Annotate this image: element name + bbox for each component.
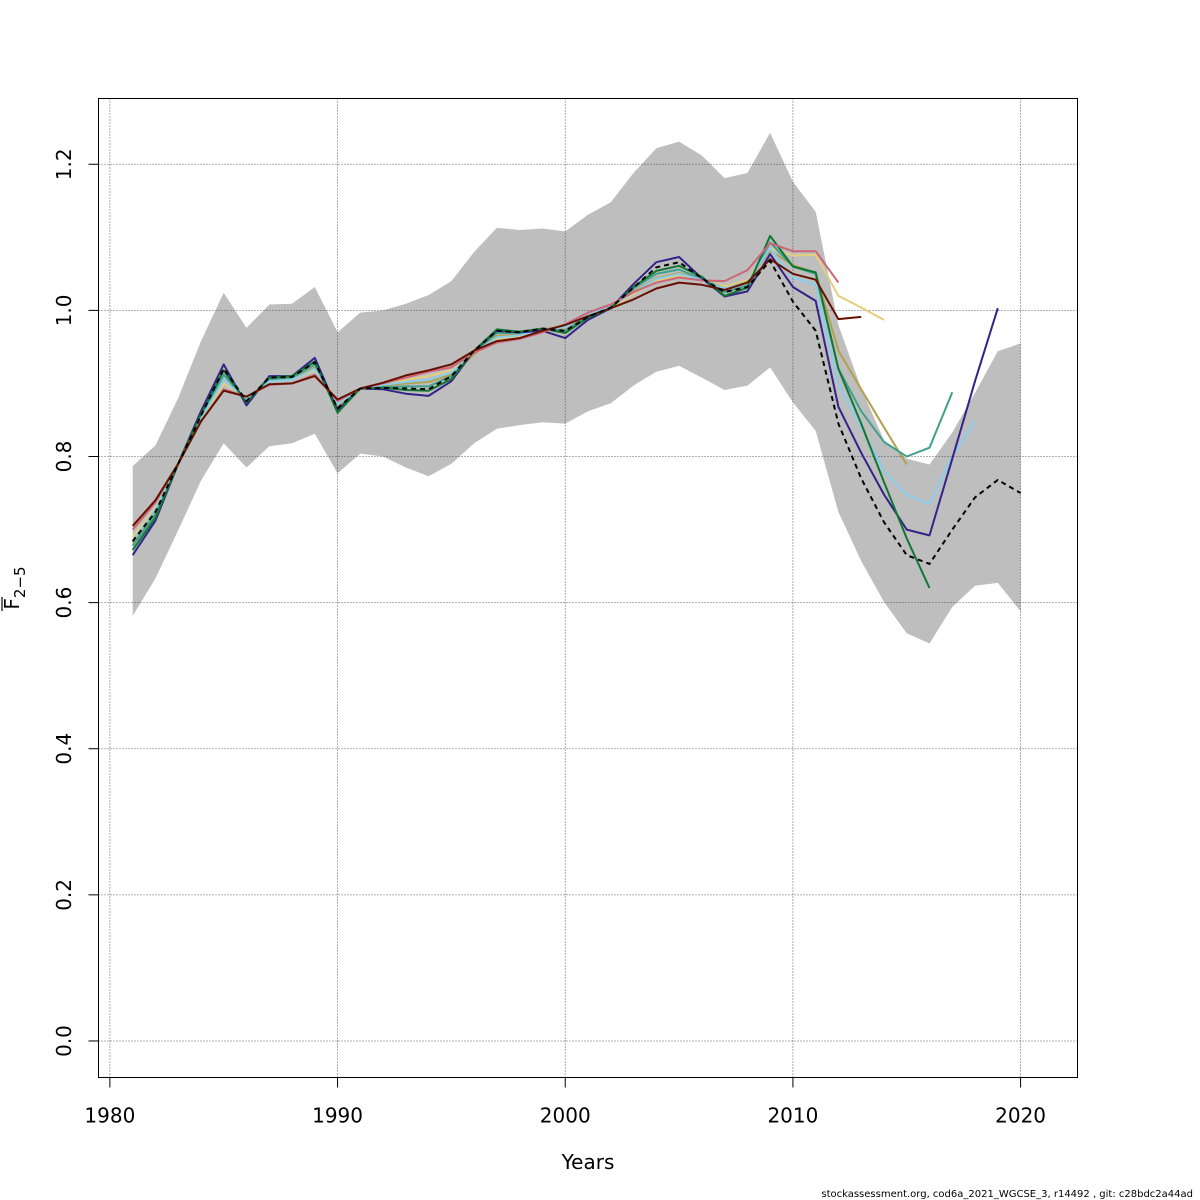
y-tick-label: 0.8 [52,441,76,473]
y-tick-label: 0.2 [52,879,76,911]
y-tick-label: 0.0 [52,1025,76,1057]
y-tick-label: 1.0 [52,294,76,326]
x-tick-label: 2020 [995,1104,1046,1128]
confidence-band-layer [132,132,1021,644]
x-axis-title: Years [561,1150,615,1174]
y-tick-label: 0.6 [52,587,76,619]
axis-layer: 1980 1990 2000 2010 2020 0.0 0.2 0.4 0.6 0.8 1.0 1.… [52,148,1046,1127]
y-tick-label: 1.2 [52,148,76,180]
y-tick-label: 0.4 [52,733,76,765]
x-tick-label: 1990 [312,1104,363,1128]
x-tick-label: 2000 [540,1104,591,1128]
series-line-9 [131,259,1022,565]
grid-layer [98,98,1078,1078]
y-axis-title-main: F [0,598,24,610]
x-tick-label: 1980 [84,1104,135,1128]
series-layer [131,234,1022,589]
y-axis-title-subscript: 2−5 [11,566,29,598]
y-axis-title: F2−5 [0,566,29,609]
confidence-band [132,132,1021,644]
x-tick-label: 2010 [767,1104,818,1128]
footer-text: stockassessment.org, cod6a_2021_WGCSE_3,… [821,1189,1193,1200]
plot-frame [98,98,1078,1078]
